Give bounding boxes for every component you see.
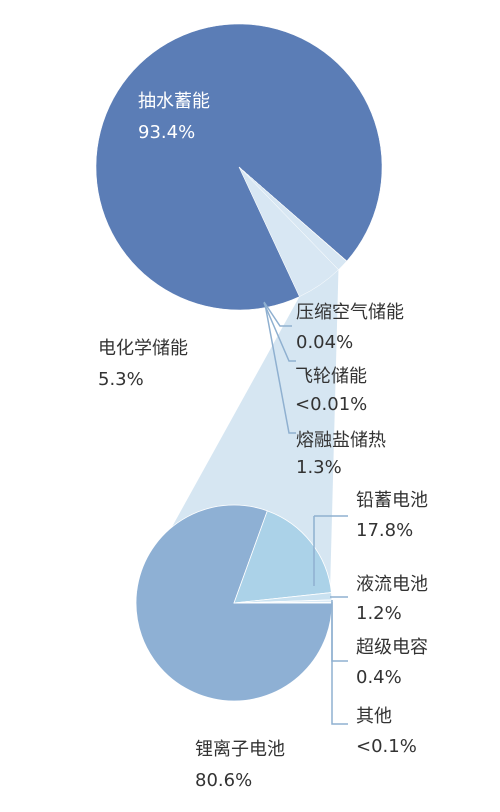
label-molten-salt-name: 熔融盐储热 <box>296 430 386 451</box>
label-li-ion-value: 80.6% <box>195 770 252 791</box>
label-other-name: 其他 <box>356 706 392 727</box>
leader-compressed-air <box>263 301 292 327</box>
label-lead-acid-value: 17.8% <box>356 520 413 541</box>
leader-supercap <box>331 600 348 662</box>
label-flywheel-value: <0.01% <box>295 394 367 415</box>
pie-connector <box>136 269 339 592</box>
leader-lines <box>263 301 348 725</box>
label-other-value: <0.1% <box>356 736 417 757</box>
label-compressed-air-value: 0.04% <box>296 332 353 353</box>
slice-lead-acid <box>233 510 332 604</box>
sub-pie <box>135 504 333 702</box>
label-li-ion-name: 锂离子电池 <box>195 739 285 760</box>
label-flow-name: 液流电池 <box>356 574 428 595</box>
label-electrochemical-name: 电化学储能 <box>98 338 188 359</box>
label-supercap-name: 超级电容 <box>356 637 428 658</box>
leader-molten-salt <box>264 303 296 434</box>
label-molten-salt-value: 1.3% <box>296 457 342 478</box>
label-lead-acid-name: 铅蓄电池 <box>356 490 428 511</box>
label-pumped-hydro-value: 93.4% <box>138 122 195 143</box>
slice-electrochemical <box>238 166 339 297</box>
leader-other <box>331 602 348 725</box>
label-electrochemical-value: 5.3% <box>98 369 144 390</box>
label-pumped-hydro-name: 抽水蓄能 <box>138 91 210 112</box>
leader-flywheel <box>263 302 296 362</box>
label-compressed-air-name: 压缩空气储能 <box>296 302 404 323</box>
label-flow-value: 1.2% <box>356 603 402 624</box>
main-pie <box>95 23 383 311</box>
label-flywheel-name: 飞轮储能 <box>295 366 367 387</box>
label-supercap-value: 0.4% <box>356 667 402 688</box>
